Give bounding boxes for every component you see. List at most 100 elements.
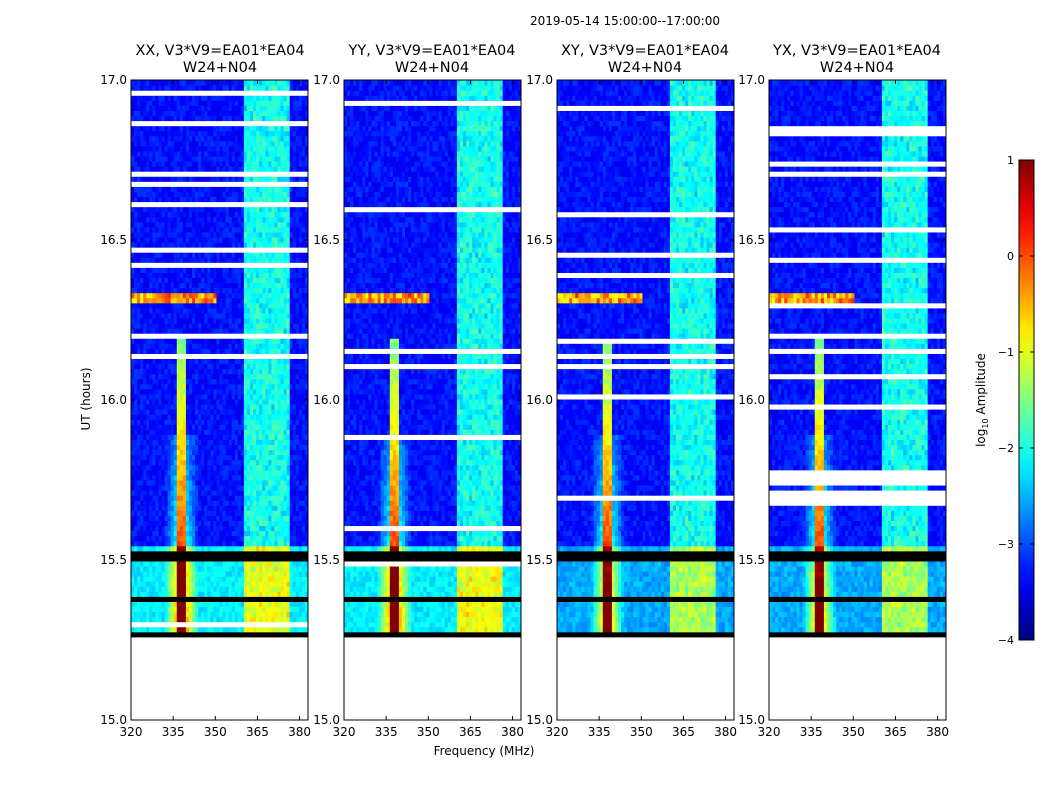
heatmap-cell: [158, 576, 163, 582]
heatmap-cell: [231, 282, 236, 289]
heatmap-cell: [167, 307, 172, 314]
heatmap-cell: [268, 530, 272, 537]
heatmap-cell: [231, 576, 236, 582]
heatmap-cell: [271, 398, 275, 405]
heatmap-cell: [243, 403, 248, 410]
heatmap-cell: [198, 206, 202, 213]
heatmap-cell: [219, 571, 224, 577]
heatmap-cell: [228, 343, 233, 349]
heatmap-cell: [240, 176, 245, 182]
heatmap-cell: [271, 505, 275, 511]
heatmap-cell: [134, 155, 138, 162]
heatmap-cell: [283, 206, 288, 213]
heatmap-cell: [289, 429, 294, 435]
heatmap-cell: [259, 474, 263, 481]
heatmap-cell: [280, 338, 285, 344]
heatmap-cell: [289, 581, 294, 587]
heatmap-cell: [240, 338, 245, 344]
heatmap-cell: [301, 419, 306, 425]
heatmap-cell: [222, 398, 227, 405]
heatmap-cell: [167, 505, 172, 511]
heatmap-cell: [228, 525, 233, 532]
heatmap-cell: [268, 338, 272, 344]
heatmap-cell: [210, 307, 214, 314]
heatmap-cell: [234, 236, 239, 243]
heatmap-cell: [137, 429, 141, 435]
heatmap-cell: [243, 150, 248, 157]
heatmap-cell: [268, 302, 272, 309]
heatmap-cell: [271, 474, 275, 481]
heatmap-cell: [228, 606, 233, 613]
heatmap-cell: [152, 403, 156, 410]
heatmap-cell: [182, 317, 187, 324]
heatmap-cell: [237, 454, 242, 461]
heatmap-cell: [179, 505, 184, 511]
heatmap-cell: [201, 338, 205, 344]
heatmap-cell: [286, 196, 291, 203]
heatmap-cell: [176, 495, 181, 501]
heatmap-cell: [295, 459, 300, 466]
heatmap-cell: [237, 196, 242, 203]
heatmap-cell: [195, 363, 199, 370]
heatmap-cell: [137, 241, 141, 248]
heatmap-cell: [182, 257, 187, 263]
heatmap-cell: [286, 272, 291, 279]
heatmap-cell: [173, 490, 178, 496]
heatmap-cell: [192, 409, 196, 415]
heatmap-cell: [231, 414, 236, 420]
heatmap-cell: [304, 454, 309, 461]
heatmap-cell: [259, 338, 263, 344]
heatmap-cell: [237, 328, 242, 334]
heatmap-cell: [216, 403, 220, 410]
heatmap-cell: [277, 257, 282, 263]
heatmap-cell: [222, 145, 227, 152]
heatmap-cell: [222, 601, 227, 608]
heatmap-cell: [161, 409, 166, 415]
heatmap-cell: [231, 424, 236, 430]
heatmap-cell: [158, 287, 163, 294]
heatmap-cell: [155, 484, 159, 491]
heatmap-cell: [256, 282, 260, 289]
heatmap-cell: [234, 257, 239, 263]
heatmap-cell: [176, 302, 181, 309]
heatmap-cell: [182, 206, 187, 213]
heatmap-cell: [253, 495, 257, 501]
heatmap-cell: [149, 348, 153, 354]
heatmap-cell: [265, 490, 269, 496]
heatmap-cell: [204, 515, 208, 521]
heatmap-cell: [268, 439, 272, 446]
heatmap-cell: [164, 505, 169, 511]
heatmap-cell: [295, 292, 300, 299]
heatmap-cell: [231, 196, 236, 203]
heatmap-cell: [283, 591, 288, 597]
heatmap-cell: [201, 510, 205, 516]
heatmap-cell: [283, 358, 288, 365]
heatmap-cell: [192, 206, 196, 213]
heatmap-cell: [298, 383, 303, 390]
heatmap-cell: [137, 464, 141, 471]
heatmap-cell: [240, 469, 245, 476]
heatmap-cell: [158, 383, 163, 390]
heatmap-cell: [240, 464, 245, 471]
heatmap-cell: [243, 186, 248, 192]
heatmap-cell: [188, 186, 193, 192]
heatmap-cell: [167, 317, 172, 324]
heatmap-cell: [131, 414, 135, 420]
heatmap-cell: [137, 388, 141, 395]
heatmap-cell: [301, 155, 306, 162]
heatmap-cell: [292, 388, 297, 395]
heatmap-cell: [192, 312, 196, 319]
heatmap-cell: [161, 206, 166, 213]
heatmap-cell: [137, 378, 141, 385]
heatmap-cell: [161, 312, 166, 319]
heatmap-cell: [301, 297, 306, 304]
heatmap-cell: [137, 591, 141, 597]
heatmap-cell: [274, 302, 278, 309]
heatmap-cell: [286, 292, 291, 299]
heatmap-cell: [152, 490, 156, 496]
heatmap-cell: [295, 383, 300, 390]
heatmap-cell: [289, 287, 294, 294]
heatmap-cell: [210, 611, 214, 618]
heatmap-cell: [207, 231, 211, 238]
heatmap-cell: [131, 484, 135, 491]
